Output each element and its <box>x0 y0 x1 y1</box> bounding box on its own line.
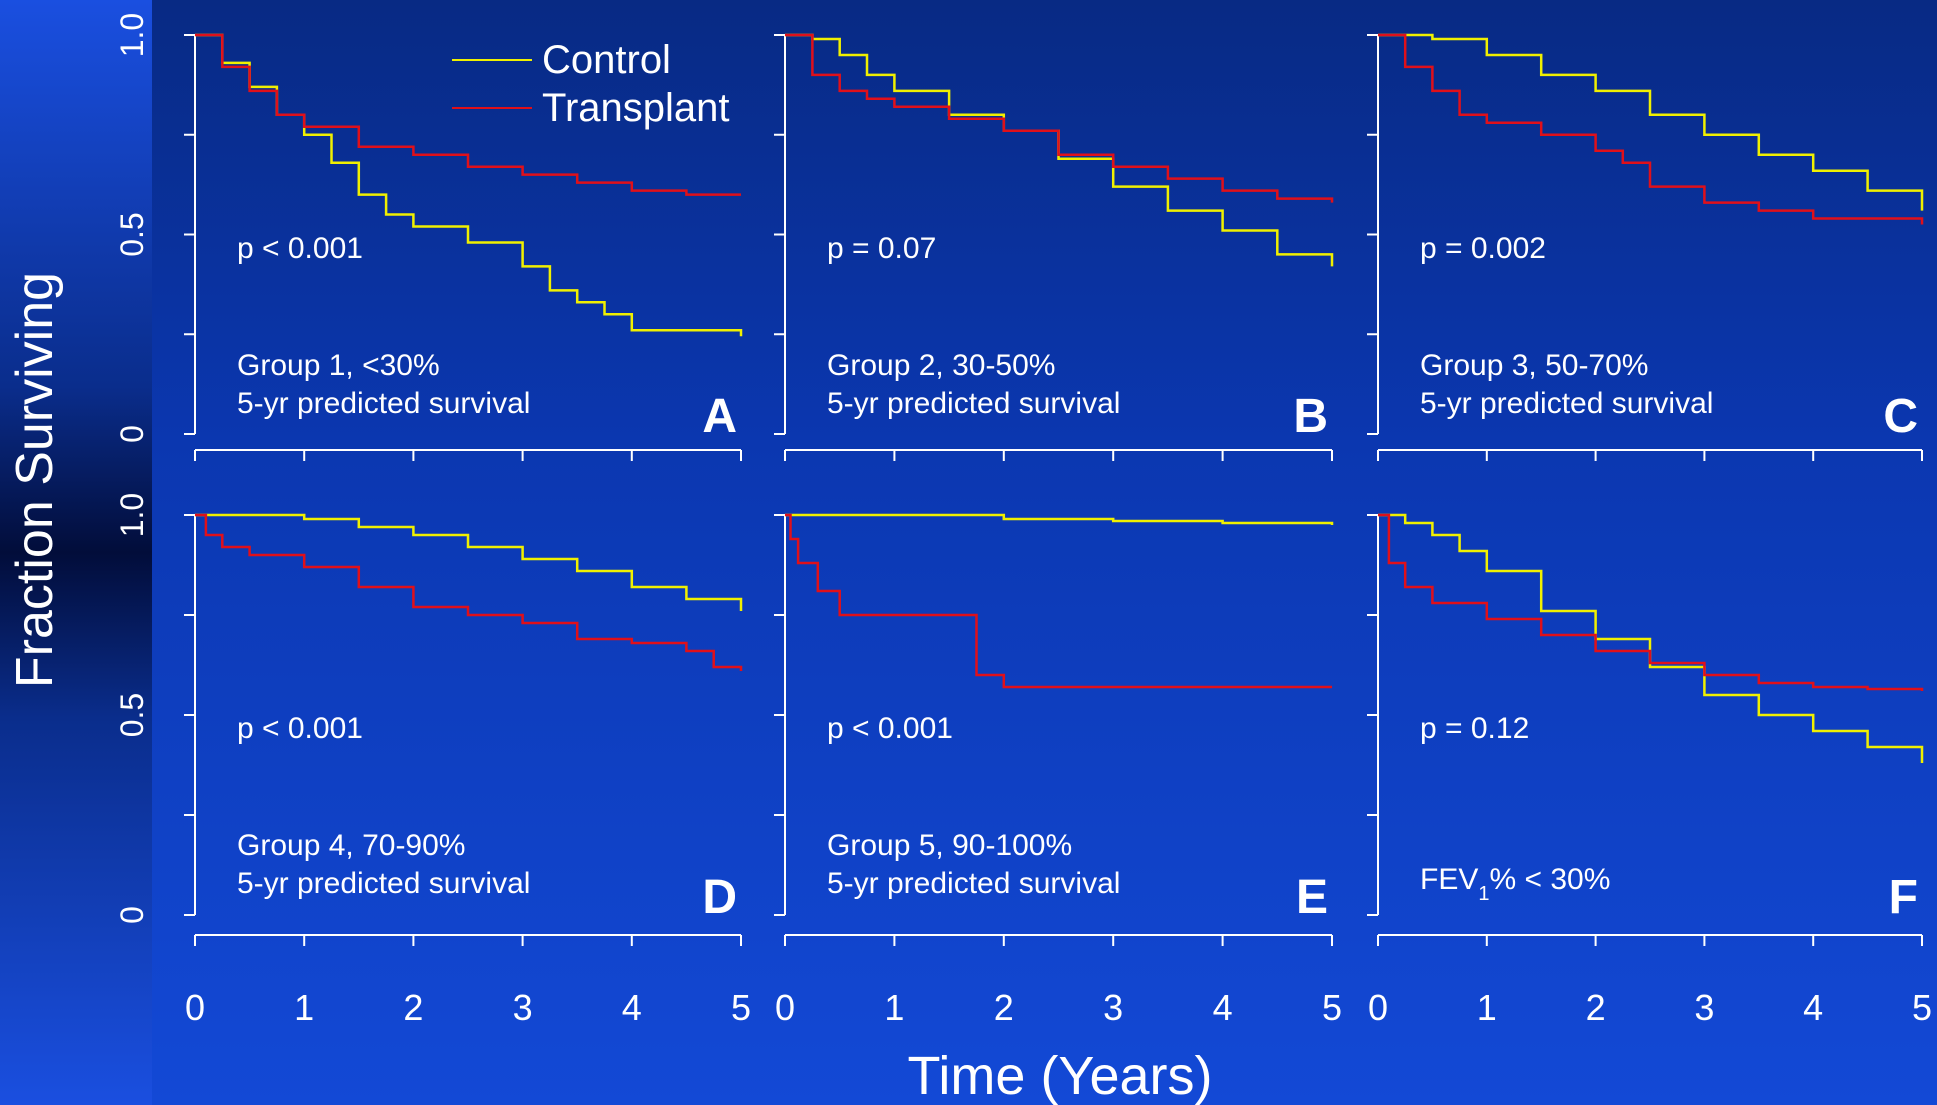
panel-d: 0 0.5 1.0 0 1 2 3 4 5 p < 0.001 Group 4, 70-90% 5-y… <box>114 493 751 1028</box>
group-subtitle: 5-yr predicted survival <box>827 387 1120 420</box>
x-tick-label: 2 <box>994 987 1014 1028</box>
group-label: Group 1, <30% <box>237 349 440 382</box>
p-value-label: p = 0.12 <box>1420 712 1529 745</box>
y-tick-label: 0.5 <box>114 212 150 256</box>
group-subtitle: 5-yr predicted survival <box>237 387 530 420</box>
transplant-survival-curve <box>785 515 1332 687</box>
control-survival-curve <box>195 515 741 611</box>
fev-label: FEV1% < 30% <box>1420 863 1610 905</box>
x-tick-label: 1 <box>294 987 314 1028</box>
x-tick-label: 2 <box>403 987 423 1028</box>
y-tick-label: 0 <box>114 906 150 924</box>
x-tick-label: 0 <box>775 987 795 1028</box>
group-subtitle: 5-yr predicted survival <box>237 867 530 900</box>
panel-letter: A <box>702 390 737 443</box>
x-tick-label: 3 <box>513 987 533 1028</box>
transplant-survival-curve <box>1378 35 1922 225</box>
x-tick-label: 5 <box>1322 987 1342 1028</box>
panel-letter: D <box>702 871 737 924</box>
x-tick-label: 5 <box>1912 987 1932 1028</box>
y-tick-label: 1.0 <box>114 13 150 57</box>
y-tick-label: 0 <box>114 425 150 443</box>
x-tick-label: 4 <box>1213 987 1233 1028</box>
panel-b: p = 0.07 Group 2, 30-50% 5-yr predicted su… <box>774 35 1332 461</box>
panel-e: 0 1 2 3 4 5 p < 0.001 Group 5, 90-100% 5-yr pred… <box>774 515 1342 1028</box>
group-label: Group 5, 90-100% <box>827 829 1072 862</box>
x-tick-label: 0 <box>185 987 205 1028</box>
legend-control-label: Control <box>542 38 671 82</box>
panel-letter: C <box>1883 390 1918 443</box>
panel-letter: E <box>1296 871 1328 924</box>
panels: 0 0.5 1.0 p < 0.001 Group 1, <30% 5-yr predic… <box>114 13 1932 1028</box>
x-tick-label: 5 <box>731 987 751 1028</box>
legend: Control Transplant <box>452 38 730 130</box>
panel-c: p = 0.002 Group 3, 50-70% 5-yr predicted s… <box>1367 35 1922 461</box>
group-label: Group 4, 70-90% <box>237 829 465 862</box>
x-tick-label: 2 <box>1586 987 1606 1028</box>
p-value-label: p = 0.07 <box>827 232 936 265</box>
group-subtitle: 5-yr predicted survival <box>1420 387 1713 420</box>
x-axis-label: Time (Years) <box>907 1046 1212 1105</box>
panel-letter: F <box>1889 871 1918 924</box>
panel-letter: B <box>1293 390 1328 443</box>
group-subtitle: 5-yr predicted survival <box>827 867 1120 900</box>
p-value-label: p < 0.001 <box>827 712 953 745</box>
p-value-label: p < 0.001 <box>237 712 363 745</box>
x-tick-label: 1 <box>884 987 904 1028</box>
panel-f: 0 1 2 3 4 5 p = 0.12 FEV1% < 30% F <box>1367 515 1932 1028</box>
y-tick-label: 0.5 <box>114 693 150 737</box>
control-survival-curve <box>785 515 1332 525</box>
group-label: Group 3, 50-70% <box>1420 349 1648 382</box>
y-axis-label: Fraction Surviving <box>6 272 64 688</box>
legend-transplant-label: Transplant <box>542 86 730 130</box>
x-tick-label: 3 <box>1103 987 1123 1028</box>
x-tick-label: 4 <box>1803 987 1823 1028</box>
y-tick-label: 1.0 <box>114 493 150 537</box>
x-tick-label: 1 <box>1477 987 1497 1028</box>
x-tick-label: 0 <box>1368 987 1388 1028</box>
x-tick-label: 4 <box>622 987 642 1028</box>
p-value-label: p = 0.002 <box>1420 232 1546 265</box>
group-label: Group 2, 30-50% <box>827 349 1055 382</box>
x-tick-label: 3 <box>1694 987 1714 1028</box>
p-value-label: p < 0.001 <box>237 232 363 265</box>
